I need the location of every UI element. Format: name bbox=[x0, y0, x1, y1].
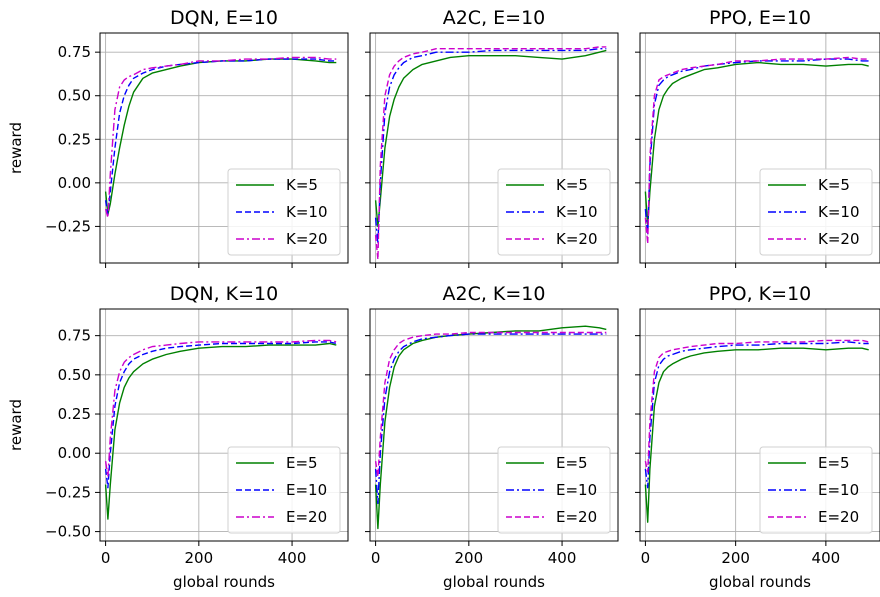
y-axis-label-top: reward bbox=[7, 122, 25, 174]
series-group bbox=[104, 56, 337, 219]
x-tick-label: 400 bbox=[548, 549, 577, 567]
y-tick-label: 0.25 bbox=[58, 130, 91, 148]
legend-label: K=10 bbox=[286, 203, 328, 221]
plot-frame bbox=[639, 32, 880, 264]
y-tick-label: 0.00 bbox=[58, 174, 91, 192]
y-tick-label: 0.25 bbox=[58, 405, 91, 423]
y-tick-label: −0.25 bbox=[45, 217, 91, 235]
legend-box bbox=[497, 168, 611, 256]
x-tick-label: 400 bbox=[812, 549, 841, 567]
legend-label: K=20 bbox=[286, 230, 328, 248]
subplot-5: 0 200 400 A2C, K=10 global rounds E=5 E=10 E=20 bbox=[365, 283, 619, 591]
subplot-title: A2C, E=10 bbox=[443, 7, 546, 29]
x-tick-label: 0 bbox=[371, 549, 381, 567]
legend: E=5 E=10 E=20 bbox=[497, 446, 611, 534]
legend-label: K=5 bbox=[818, 176, 850, 194]
x-tick-label: 200 bbox=[721, 549, 750, 567]
legend-label: E=5 bbox=[286, 454, 318, 472]
x-tick-label: 0 bbox=[101, 549, 111, 567]
y-tick-label: 0.50 bbox=[58, 87, 91, 105]
legend-label: K=10 bbox=[556, 203, 598, 221]
legend-box bbox=[227, 446, 341, 534]
legend-label: E=5 bbox=[556, 454, 588, 472]
series-line-2 bbox=[104, 58, 337, 215]
legend-box bbox=[497, 446, 611, 534]
series-line-1 bbox=[374, 325, 607, 530]
legend-label: E=10 bbox=[556, 481, 597, 499]
series-line-3 bbox=[374, 331, 607, 478]
series-group bbox=[374, 46, 607, 261]
y-tick-label: −0.50 bbox=[45, 523, 91, 541]
series-line-3 bbox=[644, 339, 869, 473]
y-tick-label: 0.00 bbox=[58, 444, 91, 462]
legend: K=5 K=10 K=20 bbox=[227, 168, 341, 256]
series-line-3 bbox=[104, 56, 337, 219]
legend-label: K=5 bbox=[556, 176, 588, 194]
y-tick-label: 0.75 bbox=[58, 43, 91, 61]
subplot-4: 0 200 400 −0.50 −0.25 0.00 0.25 0.50 0.75 DQN, K=… bbox=[45, 283, 349, 591]
legend: K=5 K=10 K=20 bbox=[497, 168, 611, 256]
subplot-grid: −0.25 0.00 0.25 0.50 0.75 DQN, E=10 K=5 K=10 K=2… bbox=[45, 7, 880, 591]
legend-box bbox=[759, 446, 873, 534]
x-tick-label: 200 bbox=[455, 549, 484, 567]
subplot-title: PPO, K=10 bbox=[709, 283, 812, 305]
series-line-1 bbox=[644, 347, 869, 523]
x-tick-label: 200 bbox=[185, 549, 214, 567]
y-tick-label: 0.50 bbox=[58, 366, 91, 384]
subplot-1: −0.25 0.00 0.25 0.50 0.75 DQN, E=10 K=5 K=10 K=2… bbox=[45, 7, 349, 268]
legend-label: E=10 bbox=[286, 481, 327, 499]
x-tick-label: 0 bbox=[641, 549, 651, 567]
series-line-2 bbox=[374, 333, 607, 505]
series-line-3 bbox=[374, 46, 607, 261]
series-line-3 bbox=[104, 339, 337, 478]
plot-frame bbox=[99, 32, 349, 264]
series-group bbox=[644, 56, 869, 245]
legend-label: K=20 bbox=[556, 230, 598, 248]
subplot-6: 0 200 400 PPO, K=10 global rounds E=5 E=10 E=20 bbox=[635, 283, 880, 591]
series-line-2 bbox=[644, 58, 869, 236]
plot-frame bbox=[99, 308, 349, 542]
plot-frame bbox=[369, 308, 619, 542]
series-line-2 bbox=[104, 341, 337, 489]
subplot-title: DQN, E=10 bbox=[170, 7, 278, 29]
legend-label: E=5 bbox=[818, 454, 850, 472]
x-axis-label: global rounds bbox=[173, 573, 275, 591]
subplot-3: PPO, E=10 K=5 K=10 K=20 bbox=[635, 7, 880, 268]
series-line-2 bbox=[374, 48, 607, 245]
y-tick-label: −0.25 bbox=[45, 483, 91, 501]
legend: K=5 K=10 K=20 bbox=[759, 168, 873, 256]
series-line-1 bbox=[644, 61, 869, 228]
y-tick-label: 0.75 bbox=[58, 327, 91, 345]
legend-label: K=5 bbox=[286, 176, 318, 194]
series-group bbox=[374, 325, 607, 530]
x-axis-label: global rounds bbox=[709, 573, 811, 591]
series-line-1 bbox=[104, 342, 337, 520]
legend-label: K=10 bbox=[818, 203, 860, 221]
subplot-title: PPO, E=10 bbox=[709, 7, 811, 29]
x-tick-label: 400 bbox=[278, 549, 307, 567]
legend-label: K=20 bbox=[818, 230, 860, 248]
series-line-1 bbox=[374, 49, 607, 228]
plot-frame bbox=[369, 32, 619, 264]
legend: E=5 E=10 E=20 bbox=[227, 446, 341, 534]
legend-label: E=20 bbox=[286, 508, 327, 526]
legend-box bbox=[759, 168, 873, 256]
series-group bbox=[104, 339, 337, 520]
legend-label: E=20 bbox=[556, 508, 597, 526]
y-axis-label-bottom: reward bbox=[7, 399, 25, 451]
series-group bbox=[644, 339, 869, 523]
legend: E=5 E=10 E=20 bbox=[759, 446, 873, 534]
subplot-title: A2C, K=10 bbox=[443, 283, 546, 305]
x-axis-label: global rounds bbox=[443, 573, 545, 591]
legend-box bbox=[227, 168, 341, 256]
legend-label: E=20 bbox=[818, 508, 859, 526]
legend-label: E=10 bbox=[818, 481, 859, 499]
plot-frame bbox=[639, 308, 880, 542]
subplot-2: A2C, E=10 K=5 K=10 K=20 bbox=[365, 7, 619, 268]
subplot-title: DQN, K=10 bbox=[170, 283, 278, 305]
series-line-2 bbox=[644, 341, 869, 489]
